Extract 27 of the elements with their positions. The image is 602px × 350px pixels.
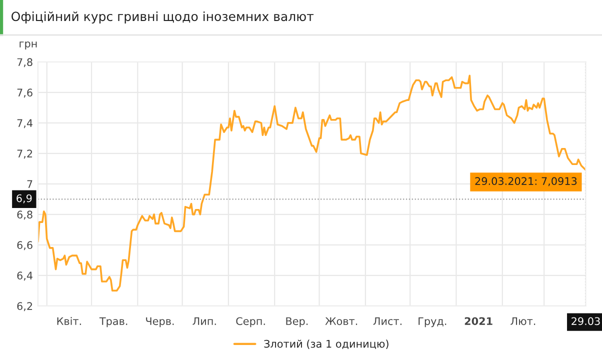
y-axis-title: грн xyxy=(20,41,37,50)
x-tick-label: 29.03 xyxy=(572,317,600,326)
x-tick-label: Лют. xyxy=(510,317,536,326)
y-tick-label: 7,8 xyxy=(17,58,32,68)
y-tick-label: 6,4 xyxy=(17,272,32,281)
x-tick-label: Трав. xyxy=(99,317,128,328)
y-tick-label: 6,8 xyxy=(17,210,32,220)
x-tick-label: Квіт. xyxy=(57,317,81,325)
y-tick-label: 6,2 xyxy=(17,302,32,312)
y-tick-label: 7 xyxy=(27,180,32,188)
line-series xyxy=(38,74,586,292)
ref-line-label: 6,9 xyxy=(16,194,32,204)
y-tick-label: 7,6 xyxy=(17,88,32,98)
x-tick-label: Жовт. xyxy=(325,317,358,326)
x-tick-label: 2021 xyxy=(464,317,492,326)
chart-title: Офіційний курс гривні щодо іноземних валют xyxy=(12,11,314,24)
y-tick-label: 6,6 xyxy=(17,241,32,250)
x-tick-label: Серп. xyxy=(236,317,265,328)
x-tick-label: Лист. xyxy=(373,317,402,326)
x-tick-label: Черв. xyxy=(146,317,174,328)
x-tick-label: Груд. xyxy=(418,317,446,328)
y-tick-label: 7,2 xyxy=(17,150,32,159)
annotation: 29.03.2021: 7,0913 xyxy=(475,177,577,186)
x-tick-label: Лип. xyxy=(192,317,216,325)
x-tick-label: Вер. xyxy=(286,317,308,328)
y-tick-label: 7,4 xyxy=(17,119,32,128)
legend-label: Злотий (за 1 одиницю) xyxy=(264,340,388,350)
